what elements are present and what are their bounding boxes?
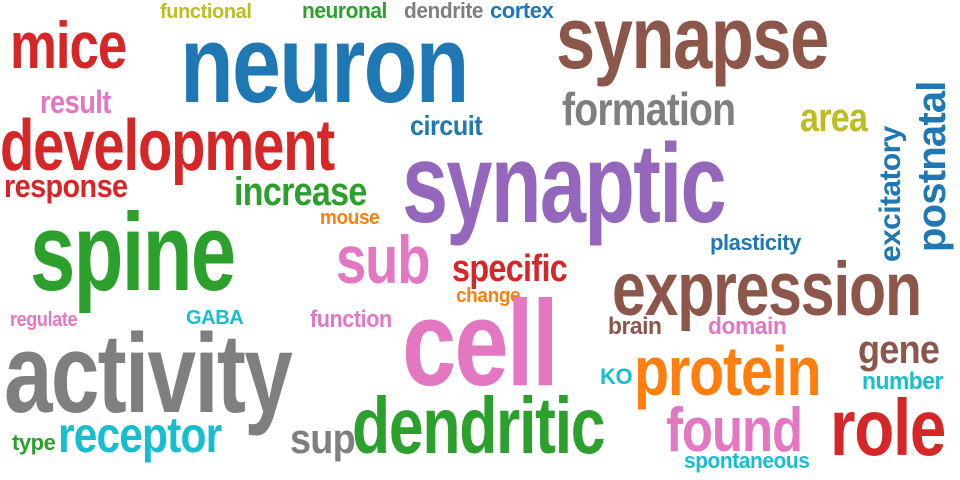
word-number: number bbox=[862, 368, 943, 395]
word-dendrite: dendrite bbox=[404, 0, 484, 23]
word-dendritic: dendritic bbox=[352, 381, 606, 470]
word-protein: protein bbox=[634, 332, 822, 410]
word-postnatal: postnatal bbox=[910, 81, 954, 252]
word-sup: sup bbox=[290, 415, 356, 462]
word-cell: cell bbox=[402, 275, 559, 411]
word-plasticity: plasticity bbox=[710, 230, 801, 255]
word-formation: formation bbox=[562, 83, 736, 135]
word-found: found bbox=[666, 396, 803, 465]
word-brain: brain bbox=[608, 313, 662, 340]
word-neuron: neuron bbox=[180, 3, 469, 126]
word-specific: specific bbox=[452, 248, 568, 290]
word-area: area bbox=[800, 96, 868, 140]
word-synaptic: synaptic bbox=[402, 121, 727, 246]
word-result: result bbox=[40, 84, 111, 120]
word-mice: mice bbox=[10, 8, 127, 82]
word-spontaneous: spontaneous bbox=[684, 448, 810, 473]
word-cortex: cortex bbox=[490, 0, 554, 23]
word-type: type bbox=[12, 430, 56, 455]
word-mouse: mouse bbox=[320, 207, 380, 229]
word-activity: activity bbox=[4, 311, 293, 436]
word-development: development bbox=[0, 106, 335, 186]
word-gene: gene bbox=[858, 328, 940, 372]
word-ko: KO bbox=[600, 364, 633, 389]
word-regulate: regulate bbox=[10, 309, 78, 331]
word-role: role bbox=[830, 383, 946, 472]
word-synapse: synapse bbox=[556, 0, 829, 87]
word-response: response bbox=[4, 168, 128, 204]
word-function: function bbox=[310, 306, 392, 333]
word-increase: increase bbox=[234, 170, 367, 214]
word-change: change bbox=[456, 285, 521, 307]
word-receptor: receptor bbox=[58, 407, 222, 463]
word-neuronal: neuronal bbox=[302, 0, 387, 23]
word-sub: sub bbox=[336, 222, 431, 298]
word-circuit: circuit bbox=[410, 110, 483, 141]
word-excitatory: excitatory bbox=[874, 126, 907, 262]
word-expression: expression bbox=[612, 247, 922, 332]
word-functional: functional bbox=[160, 1, 252, 23]
word-gaba: GABA bbox=[186, 307, 244, 329]
word-spine: spine bbox=[30, 191, 236, 314]
word-domain: domain bbox=[708, 313, 787, 340]
